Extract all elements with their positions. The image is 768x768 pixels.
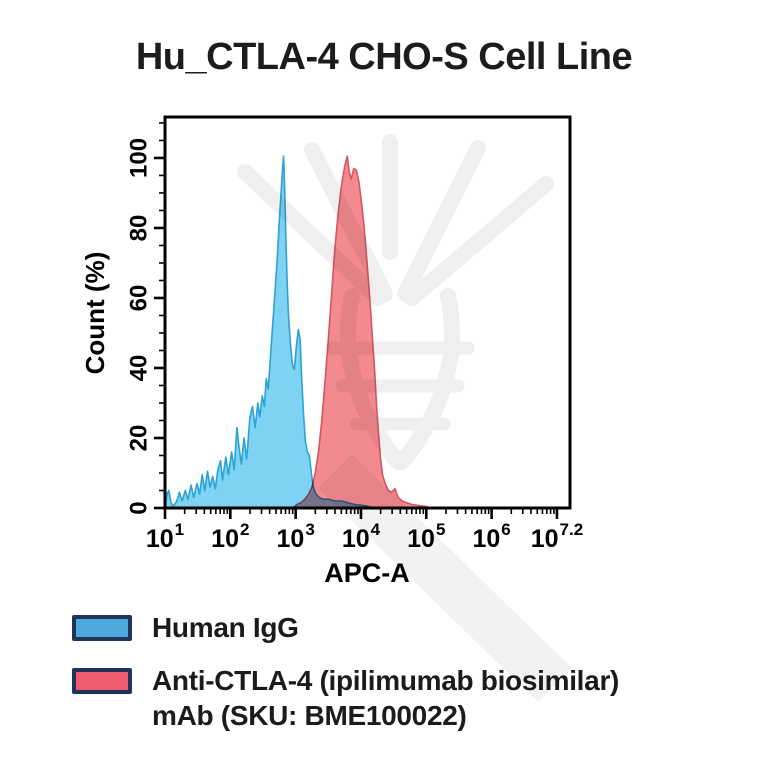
plot-frame [163, 115, 572, 510]
x-tick-label: 105 [407, 520, 445, 553]
x-axis-tick-labels: 101 102 103 104 105 106 107.2 [146, 520, 583, 553]
y-tick-label: 20 [125, 425, 152, 452]
y-tick-label: 100 [125, 138, 152, 178]
x-tick-label: 106 [472, 520, 510, 553]
watermark-ribbon [318, 454, 572, 702]
histogram-areas [164, 155, 431, 509]
legend-item-anti-ctla4: Anti-CTLA-4 (ipilimumab biosimilar) mAb … [72, 663, 619, 733]
y-tick-label: 0 [125, 501, 152, 514]
x-tick-label: 103 [277, 520, 315, 553]
y-axis-tick-labels: 0 20 40 60 80 100 [125, 138, 152, 515]
legend: Human IgG Anti-CTLA-4 (ipilimumab biosim… [72, 610, 619, 751]
x-tick-label: 107.2 [531, 520, 583, 553]
x-axis-title: APC-A [324, 558, 410, 588]
x-tick-label: 102 [211, 520, 249, 553]
x-tick-label: 101 [146, 520, 184, 553]
y-tick-label: 40 [125, 355, 152, 382]
legend-swatch-blue [72, 615, 132, 641]
histogram-area-red [291, 155, 431, 509]
x-axis-ticks [163, 508, 559, 519]
legend-label-anti-ctla4-line1: Anti-CTLA-4 (ipilimumab biosimilar) [152, 665, 620, 696]
chart-title: Hu_CTLA-4 CHO-S Cell Line [135, 36, 633, 78]
legend-label-anti-ctla4: Anti-CTLA-4 (ipilimumab biosimilar) mAb … [152, 663, 619, 733]
legend-label-anti-ctla4-line2: mAb (SKU: BME100022) [152, 700, 467, 731]
y-axis-title: Count (%) [80, 252, 110, 375]
watermark-arm-right-outer [404, 176, 554, 306]
legend-swatch-red [72, 668, 132, 694]
x-tick-label: 104 [342, 520, 381, 553]
legend-item-human-igg: Human IgG [72, 610, 619, 645]
legend-label-human-igg: Human IgG [152, 612, 299, 643]
y-axis-ticks [154, 122, 165, 510]
histogram-area-blue [164, 155, 375, 509]
y-tick-label: 60 [125, 285, 152, 312]
watermark-arm-right-inner [397, 140, 486, 302]
y-tick-label: 80 [125, 215, 152, 242]
watermark-vessel-right [394, 288, 460, 470]
